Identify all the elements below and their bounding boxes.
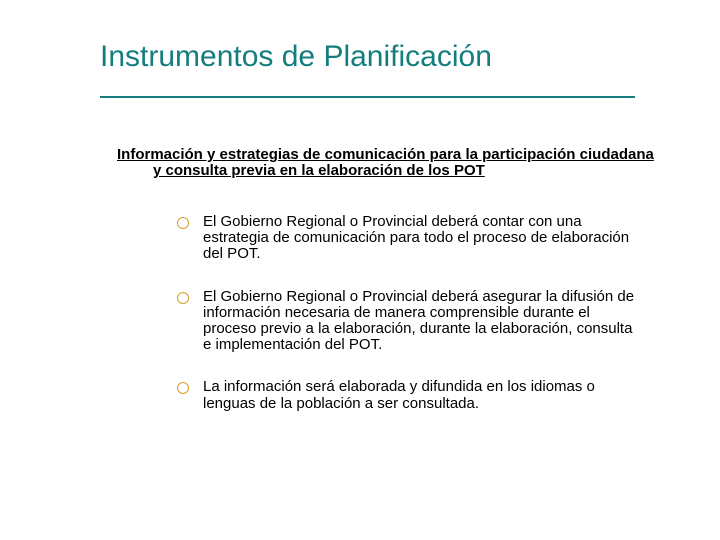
slide: Instrumentos de Planificación Informació… <box>0 0 720 540</box>
title-underline <box>100 96 635 98</box>
list-item: El Gobierno Regional o Provincial deberá… <box>177 289 637 354</box>
bullet-text: El Gobierno Regional o Provincial deberá… <box>203 214 637 263</box>
bullet-text: El Gobierno Regional o Provincial deberá… <box>203 289 637 354</box>
bullet-list: El Gobierno Regional o Provincial deberá… <box>177 214 637 438</box>
list-item: El Gobierno Regional o Provincial deberá… <box>177 214 637 263</box>
list-item: La información será elaborada y difundid… <box>177 379 637 411</box>
bullet-icon <box>177 217 189 229</box>
slide-title: Instrumentos de Planificación <box>100 40 492 74</box>
bullet-text: La información será elaborada y difundid… <box>203 379 637 411</box>
bullet-icon <box>177 382 189 394</box>
bullet-icon <box>177 292 189 304</box>
slide-subtitle: Información y estrategias de comunicació… <box>117 147 663 179</box>
